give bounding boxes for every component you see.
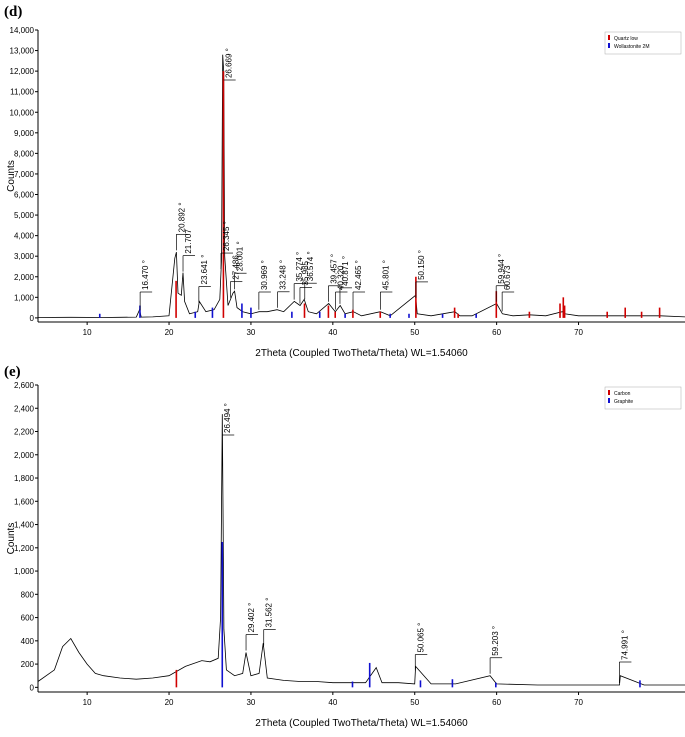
y-tick-label: 12,000 <box>10 67 35 76</box>
y-tick-label: 1,400 <box>14 521 35 530</box>
annotation-label: 20.892 ° <box>177 202 186 232</box>
y-tick-label: 10,000 <box>10 108 35 117</box>
y-tick-label: 14,000 <box>10 26 35 35</box>
legend-label: Quartz low <box>614 36 638 42</box>
annotation-label: 50.150 ° <box>417 250 426 280</box>
y-axis-label: Counts <box>6 160 17 192</box>
y-tick-label: 3,000 <box>14 252 35 261</box>
annotation-label: 39.457 ° <box>329 254 338 284</box>
y-axis-label: Counts <box>6 523 17 555</box>
x-tick-label: 70 <box>574 328 583 337</box>
annotation-label: 27.486 <box>231 255 240 280</box>
y-tick-label: 4,000 <box>14 232 35 241</box>
x-axis-label: 2Theta (Coupled TwoTheta/Theta) WL=1.540… <box>255 718 468 729</box>
y-tick-label: 2,000 <box>14 451 35 460</box>
y-tick-label: 2,400 <box>14 404 35 413</box>
y-tick-label: 5,000 <box>14 211 35 220</box>
y-tick-label: 1,000 <box>14 567 35 576</box>
legend-label: Graphite <box>614 399 633 405</box>
annotation-label: 42.465 ° <box>354 260 363 290</box>
y-tick-label: 6,000 <box>14 191 35 200</box>
y-tick-label: 2,600 <box>14 381 35 390</box>
y-tick-label: 7,000 <box>14 170 35 179</box>
x-tick-label: 30 <box>246 698 255 707</box>
y-tick-label: 8,000 <box>14 149 35 158</box>
x-tick-label: 40 <box>328 698 337 707</box>
annotation-label: 29.402 ° <box>247 603 256 633</box>
annotation-label: 16.470 ° <box>141 260 150 290</box>
annotation-label: 74.991 ° <box>620 630 629 660</box>
y-tick-label: 2,000 <box>14 273 35 282</box>
annotation-label: 31.562 ° <box>265 598 274 628</box>
x-tick-label: 70 <box>574 698 583 707</box>
annotation-label: 30.969 ° <box>260 260 269 290</box>
x-axis-label: 2Theta (Coupled TwoTheta/Theta) WL=1.540… <box>255 348 468 359</box>
x-tick-label: 10 <box>83 328 92 337</box>
diffraction-trace <box>37 414 685 686</box>
y-tick-label: 11,000 <box>10 88 34 97</box>
annotation-label: 59.944 ° <box>497 254 506 284</box>
annotation-label: 36.574 ° <box>306 251 315 281</box>
x-tick-label: 20 <box>165 698 174 707</box>
annotation-label: 40.871 ° <box>341 256 350 286</box>
y-tick-label: 9,000 <box>14 129 35 138</box>
annotation-label: 35.274 ° <box>295 252 304 282</box>
legend-swatch <box>608 43 610 48</box>
y-tick-label: 1,200 <box>14 544 35 553</box>
x-tick-label: 50 <box>410 698 419 707</box>
annotation-label: 21.707 <box>184 229 193 254</box>
annotation-label: 26.345 ° <box>222 221 231 251</box>
x-tick-label: 60 <box>492 698 501 707</box>
annotation-label: 33.248 ° <box>279 260 288 290</box>
y-tick-label: 0 <box>30 314 35 323</box>
annotation-label: 35.985 <box>301 260 310 285</box>
legend-swatch <box>608 398 610 403</box>
y-tick-label: 800 <box>21 590 35 599</box>
x-tick-label: 20 <box>165 328 174 337</box>
y-tick-label: 400 <box>21 637 35 646</box>
x-tick-label: 30 <box>246 328 255 337</box>
legend-box <box>604 31 682 55</box>
x-tick-label: 60 <box>492 328 501 337</box>
annotation-label: 26.669 ° <box>225 48 234 78</box>
y-tick-label: 1,000 <box>14 293 35 302</box>
legend-swatch <box>608 390 610 395</box>
annotation-label: 40.320 <box>336 265 345 290</box>
x-tick-label: 10 <box>83 698 92 707</box>
y-tick-label: 2,200 <box>14 428 35 437</box>
annotation-label: 26.494 ° <box>223 403 232 433</box>
y-tick-label: 1,800 <box>14 474 35 483</box>
annotation-label: 23.641 ° <box>200 255 209 285</box>
annotation-label: 50.065 ° <box>416 623 425 653</box>
y-tick-label: 0 <box>30 683 35 692</box>
annotation-label: 28.001 ° <box>236 241 245 271</box>
y-tick-label: 200 <box>21 660 35 669</box>
panel-label: (e) <box>4 364 21 380</box>
y-tick-label: 600 <box>21 614 35 623</box>
legend-label: Carbon <box>614 391 631 397</box>
x-tick-label: 40 <box>328 328 337 337</box>
y-tick-label: 1,600 <box>14 497 35 506</box>
annotation-label: 45.801 ° <box>381 260 390 290</box>
legend-label: Wollastonite 2M <box>614 44 649 50</box>
legend-box <box>604 386 682 410</box>
annotation-label: 60.673 <box>503 265 512 290</box>
annotation-label: 59.203 ° <box>491 626 500 656</box>
legend-swatch <box>608 35 610 40</box>
x-tick-label: 50 <box>410 328 419 337</box>
panel-label: (d) <box>4 4 22 20</box>
y-tick-label: 13,000 <box>10 47 35 56</box>
